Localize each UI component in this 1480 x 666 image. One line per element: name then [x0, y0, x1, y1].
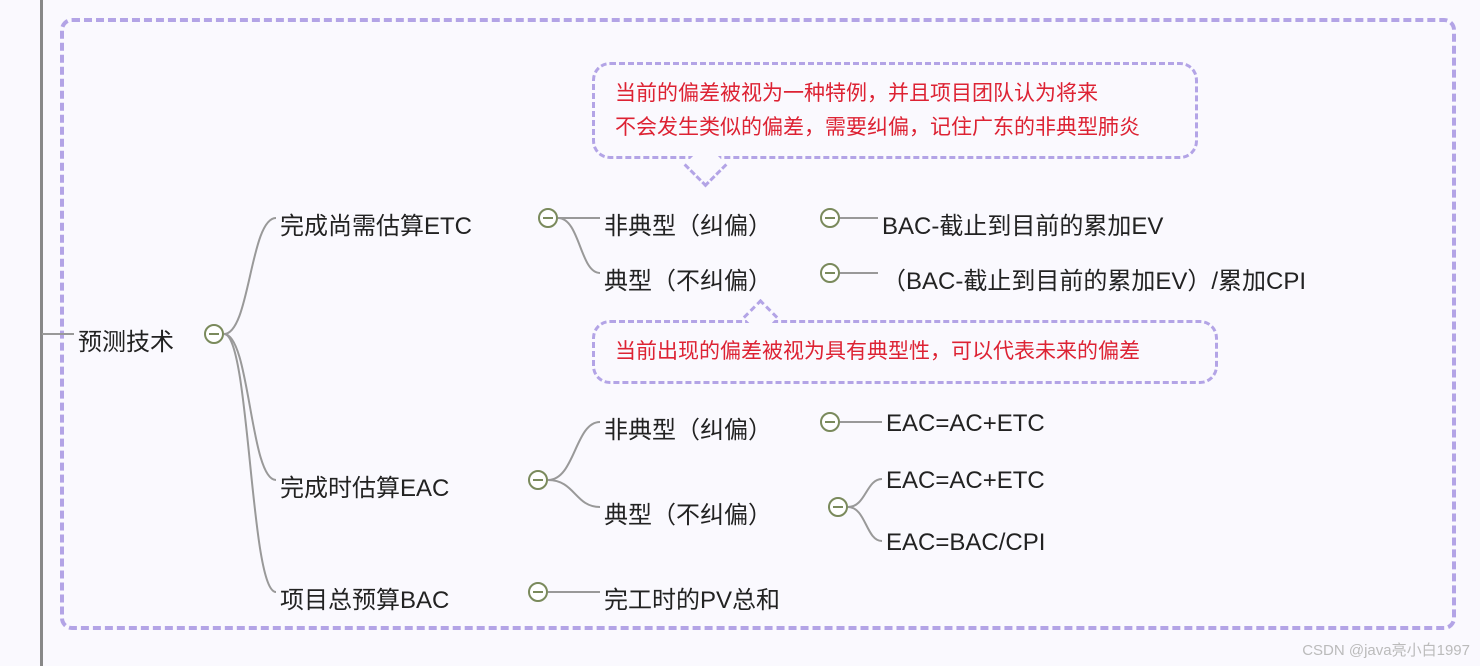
toggle-eac-atypical[interactable] — [820, 412, 840, 432]
root-node[interactable]: 预测技术 — [78, 322, 174, 357]
etc-typical-formula: （BAC-截止到目前的累加EV）/累加CPI — [882, 261, 1306, 296]
left-vertical-rule — [40, 0, 43, 666]
callout-atypical-note: 当前的偏差被视为一种特例，并且项目团队认为将来 不会发生类似的偏差，需要纠偏，记… — [592, 62, 1198, 159]
eac-typical-formula-1: EAC=AC+ETC — [886, 467, 1045, 495]
toggle-eac-typical[interactable] — [828, 497, 848, 517]
toggle-eac[interactable] — [528, 470, 548, 490]
callout-typical-note: 当前出现的偏差被视为具有典型性，可以代表未来的偏差 — [592, 320, 1218, 384]
branch-etc[interactable]: 完成尚需估算ETC — [280, 206, 472, 241]
eac-typical[interactable]: 典型（不纠偏） — [604, 495, 772, 530]
toggle-bac[interactable] — [528, 582, 548, 602]
branch-eac[interactable]: 完成时估算EAC — [280, 468, 449, 503]
etc-typical[interactable]: 典型（不纠偏） — [604, 261, 772, 296]
toggle-root[interactable] — [204, 324, 224, 344]
callout-line: 当前的偏差被视为一种特例，并且项目团队认为将来 — [615, 77, 1175, 111]
eac-atypical[interactable]: 非典型（纠偏） — [604, 410, 772, 445]
watermark: CSDN @java亮小白1997 — [1302, 639, 1470, 660]
bac-leaf: 完工时的PV总和 — [604, 580, 780, 615]
callout-line: 当前出现的偏差被视为具有典型性，可以代表未来的偏差 — [615, 335, 1195, 369]
etc-atypical[interactable]: 非典型（纠偏） — [604, 206, 772, 241]
eac-atypical-formula: EAC=AC+ETC — [886, 410, 1045, 438]
toggle-etc[interactable] — [538, 208, 558, 228]
toggle-etc-typical[interactable] — [820, 263, 840, 283]
toggle-etc-atypical[interactable] — [820, 208, 840, 228]
mindmap-canvas: 预测技术 完成尚需估算ETC 非典型（纠偏） BAC-截止到目前的累加EV 典型… — [0, 0, 1480, 666]
callout-line: 不会发生类似的偏差，需要纠偏，记住广东的非典型肺炎 — [615, 111, 1175, 145]
etc-atypical-formula: BAC-截止到目前的累加EV — [882, 206, 1163, 241]
branch-bac[interactable]: 项目总预算BAC — [280, 580, 449, 615]
eac-typical-formula-2: EAC=BAC/CPI — [886, 529, 1045, 557]
